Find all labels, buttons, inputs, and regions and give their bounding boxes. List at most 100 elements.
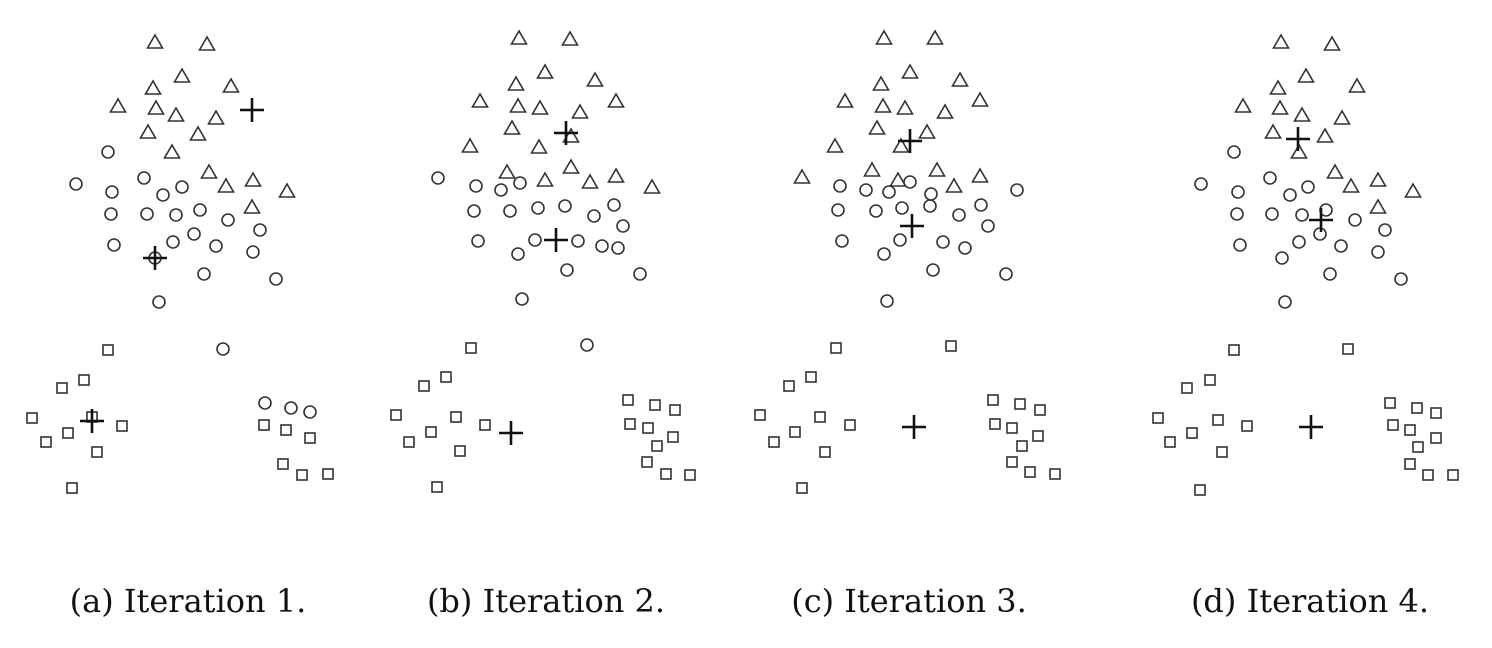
triangle-point bbox=[1290, 143, 1308, 159]
centroid-cross bbox=[544, 228, 568, 252]
triangle-point bbox=[509, 97, 527, 113]
circle-point bbox=[859, 183, 873, 197]
square-point bbox=[1049, 468, 1061, 480]
square-point bbox=[684, 469, 696, 481]
triangle-point bbox=[1271, 99, 1289, 115]
triangle-point bbox=[217, 177, 235, 193]
square-point bbox=[789, 426, 801, 438]
square-point bbox=[1006, 456, 1018, 468]
triangle-point bbox=[167, 106, 185, 122]
square-point bbox=[1216, 446, 1228, 458]
square-point bbox=[479, 419, 491, 431]
square-point bbox=[418, 380, 430, 392]
triangle-point bbox=[1333, 109, 1351, 125]
triangle-point bbox=[1323, 35, 1341, 51]
circle-point bbox=[140, 207, 154, 221]
circle-point bbox=[511, 247, 525, 261]
square-point bbox=[1006, 422, 1018, 434]
triangle-point bbox=[571, 103, 589, 119]
circle-point bbox=[1371, 245, 1385, 259]
circle-point bbox=[531, 201, 545, 215]
triangle-point bbox=[896, 99, 914, 115]
square-point bbox=[987, 394, 999, 406]
circle-point bbox=[882, 185, 896, 199]
centroid-cross bbox=[80, 409, 104, 433]
circle-point bbox=[253, 223, 267, 237]
square-point bbox=[1032, 430, 1044, 442]
circle-point bbox=[471, 234, 485, 248]
triangle-point bbox=[836, 92, 854, 108]
square-point bbox=[431, 481, 443, 493]
circle-point bbox=[1230, 207, 1244, 221]
circle-point bbox=[503, 204, 517, 218]
circle-point bbox=[197, 267, 211, 281]
square-point bbox=[1164, 436, 1176, 448]
square-point bbox=[660, 468, 672, 480]
square-point bbox=[40, 436, 52, 448]
circle-point bbox=[1233, 238, 1247, 252]
square-point bbox=[651, 440, 663, 452]
circle-point bbox=[607, 198, 621, 212]
square-point bbox=[768, 436, 780, 448]
triangle-point bbox=[892, 137, 910, 153]
centroid-cross bbox=[554, 121, 578, 145]
square-point bbox=[1447, 469, 1459, 481]
circle-point bbox=[1263, 171, 1277, 185]
circle-point bbox=[981, 219, 995, 233]
circle-point bbox=[221, 213, 235, 227]
triangle-point bbox=[1348, 77, 1366, 93]
triangle-point bbox=[461, 137, 479, 153]
triangle-point bbox=[581, 173, 599, 189]
circle-point bbox=[1378, 223, 1392, 237]
panel-c bbox=[754, 29, 1061, 494]
triangle-point bbox=[1369, 171, 1387, 187]
circle-point bbox=[1227, 145, 1241, 159]
square-point bbox=[1024, 466, 1036, 478]
panel-a bbox=[26, 33, 334, 494]
circle-point bbox=[104, 207, 118, 221]
triangle-point bbox=[507, 75, 525, 91]
circle-point bbox=[431, 171, 445, 185]
circle-point bbox=[1231, 185, 1245, 199]
triangle-point bbox=[139, 123, 157, 139]
circle-point bbox=[107, 238, 121, 252]
triangle-point bbox=[872, 75, 890, 91]
square-point bbox=[649, 399, 661, 411]
square-point bbox=[450, 411, 462, 423]
square-point bbox=[1404, 424, 1416, 436]
square-point bbox=[989, 418, 1001, 430]
triangle-point bbox=[243, 198, 261, 214]
circle-point bbox=[156, 188, 170, 202]
circle-point bbox=[1323, 267, 1337, 281]
triangle-point bbox=[607, 92, 625, 108]
circle-point bbox=[611, 241, 625, 255]
circle-point bbox=[193, 203, 207, 217]
triangle-point bbox=[146, 33, 164, 49]
square-point bbox=[624, 418, 636, 430]
triangle-point bbox=[875, 29, 893, 45]
triangle-point bbox=[643, 178, 661, 194]
circle-point bbox=[513, 176, 527, 190]
circle-point bbox=[923, 199, 937, 213]
circle-point bbox=[835, 234, 849, 248]
circle-point bbox=[616, 219, 630, 233]
square-point bbox=[667, 431, 679, 443]
square-point bbox=[642, 422, 654, 434]
triangle-point bbox=[918, 123, 936, 139]
square-point bbox=[830, 342, 842, 354]
circle-point bbox=[303, 405, 317, 419]
square-point bbox=[56, 382, 68, 394]
square-point bbox=[1241, 420, 1253, 432]
circle-point bbox=[833, 179, 847, 193]
triangle-point bbox=[189, 125, 207, 141]
triangle-point bbox=[928, 161, 946, 177]
circle-point bbox=[137, 171, 151, 185]
square-point bbox=[1411, 402, 1423, 414]
circle-point bbox=[924, 187, 938, 201]
square-point bbox=[1430, 407, 1442, 419]
circle-point bbox=[258, 396, 272, 410]
circle-point bbox=[246, 245, 260, 259]
square-point bbox=[116, 420, 128, 432]
square-point bbox=[1152, 412, 1164, 424]
centroid-cross bbox=[240, 98, 264, 122]
